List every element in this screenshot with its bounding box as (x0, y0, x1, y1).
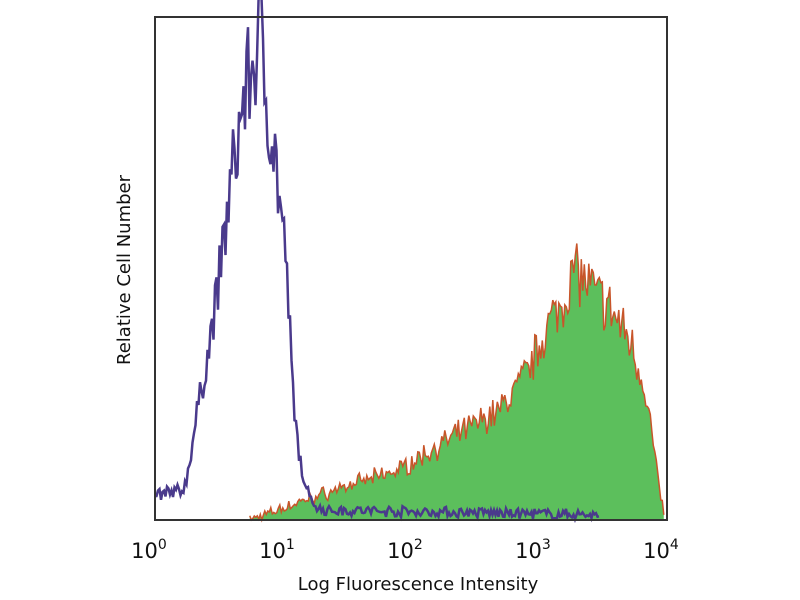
series-0-line (154, 0, 600, 524)
x-tick-label: 102 (387, 537, 423, 563)
x-tick-label: 100 (131, 537, 167, 563)
series-1-fill (249, 243, 664, 520)
series-1-edge (249, 243, 665, 523)
plot-frame (154, 16, 668, 521)
y-axis-label: Relative Cell Number (114, 174, 135, 365)
x-tick-label: 101 (259, 537, 295, 563)
x-tick-label: 103 (515, 537, 551, 563)
x-axis-label: Log Fluorescence Intensity (298, 574, 539, 595)
x-tick-label: 104 (643, 537, 679, 563)
